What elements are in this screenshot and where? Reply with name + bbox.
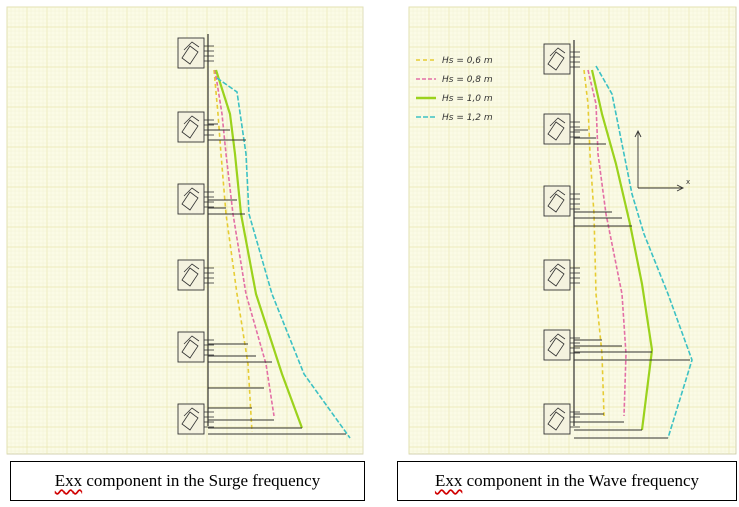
caption-abbreviation: Exx <box>434 471 463 490</box>
sensor-glyph <box>549 407 566 417</box>
sensor-glyph <box>183 335 200 345</box>
legend-label: Hs = 0,6 m <box>442 56 493 66</box>
surge-frequency-caption: Exx component in the Surge frequency <box>10 461 365 501</box>
sensor-glyph <box>183 187 200 197</box>
response-curve <box>595 65 693 439</box>
level-ties <box>208 123 346 435</box>
mooring-structure <box>543 40 580 435</box>
sensor-glyph <box>547 193 565 213</box>
accelerometer-block <box>177 183 214 215</box>
sensor-glyph <box>547 51 565 71</box>
accelerometer-block <box>543 329 580 361</box>
sensor-glyph <box>547 411 565 431</box>
accelerometer-block <box>543 43 580 75</box>
sensor-glyph <box>549 47 566 57</box>
accelerometer-block <box>177 331 214 363</box>
accelerometer-block <box>543 113 580 145</box>
legend-item: Hs = 0,6 m <box>416 56 493 66</box>
sensor-glyph <box>183 41 200 51</box>
response-series <box>595 65 693 439</box>
axis-label: x <box>686 178 690 186</box>
sensor-glyph <box>181 119 199 139</box>
graph-paper <box>408 6 737 455</box>
sensor-glyph <box>181 267 199 287</box>
mooring-structure <box>177 34 214 435</box>
legend-label: Hs = 1,0 m <box>442 94 493 104</box>
sensor-glyph <box>549 117 566 127</box>
accelerometer-block <box>177 37 214 69</box>
paper-sheet <box>408 6 737 455</box>
sensor-glyph <box>549 333 566 343</box>
sensor-glyph <box>181 411 199 431</box>
response-curve <box>590 69 654 431</box>
response-curve <box>213 69 253 433</box>
legend-item: Hs = 1,0 m <box>416 94 493 104</box>
response-series <box>213 69 253 433</box>
sensor-glyph <box>547 337 565 357</box>
legend-label: Hs = 1,2 m <box>442 113 493 123</box>
axis-sketch: x <box>634 129 690 192</box>
paper-sheet <box>6 6 364 455</box>
accelerometer-block <box>543 259 580 291</box>
sensor-glyph <box>181 45 199 65</box>
accelerometer-block <box>543 185 580 217</box>
response-series <box>216 77 351 439</box>
sensor-glyph <box>183 115 200 125</box>
wave-frequency-panel: Hs = 0,6 m Hs = 0,8 m Hs = 1,0 m Hs = 1,2 m… <box>406 4 739 457</box>
graph-paper <box>6 6 364 455</box>
sensor-glyph <box>181 191 199 211</box>
arrowhead-icon <box>634 129 642 138</box>
response-series <box>587 69 627 417</box>
accelerometer-block <box>177 259 214 291</box>
level-ties <box>574 129 690 439</box>
wave-frequency-caption: Exx component in the Wave frequency <box>397 461 737 501</box>
legend-item: Hs = 0,8 m <box>416 75 493 85</box>
caption-text: component in the Surge frequency <box>82 471 321 490</box>
caption-abbreviation: Exx <box>54 471 83 490</box>
arrowhead-icon <box>676 184 685 192</box>
surge-frequency-panel <box>4 4 366 457</box>
sensor-glyph <box>183 263 200 273</box>
sensor-glyph <box>549 189 566 199</box>
wave-frequency-diagram: Hs = 0,6 m Hs = 0,8 m Hs = 1,0 m Hs = 1,2 m… <box>406 4 739 457</box>
response-series <box>590 69 654 431</box>
caption-text: component in the Wave frequency <box>462 471 700 490</box>
sensor-glyph <box>547 267 565 287</box>
legend-label: Hs = 0,8 m <box>442 75 493 85</box>
accelerometer-block <box>177 403 214 435</box>
response-curve <box>216 77 351 439</box>
accelerometer-block <box>543 403 580 435</box>
response-curve <box>587 69 627 417</box>
accelerometer-block <box>177 111 214 143</box>
sensor-glyph <box>549 263 566 273</box>
legend-item: Hs = 1,2 m <box>416 113 493 123</box>
surge-frequency-diagram <box>4 4 366 457</box>
sensor-glyph <box>547 121 565 141</box>
sensor-glyph <box>183 407 200 417</box>
sensor-glyph <box>181 339 199 359</box>
legend: Hs = 0,6 m Hs = 0,8 m Hs = 1,0 m Hs = 1,2 m <box>416 56 493 123</box>
